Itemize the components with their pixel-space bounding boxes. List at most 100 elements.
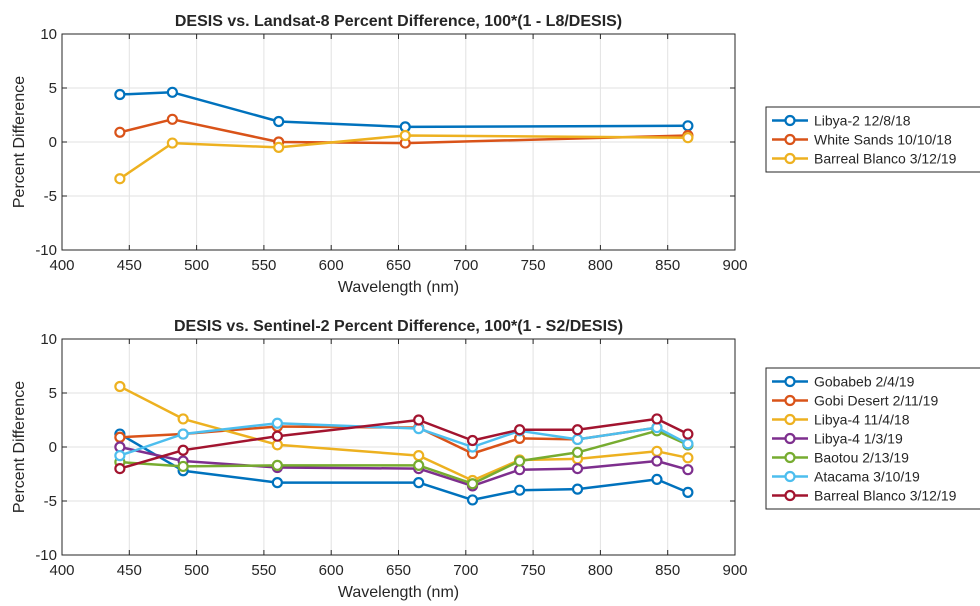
legend-label: Atacama 3/10/19 <box>814 469 920 485</box>
x-tick-label: 850 <box>655 562 680 579</box>
data-point <box>114 380 126 393</box>
data-point <box>514 484 526 496</box>
legend-item: Libya-4 1/3/19 <box>772 431 903 447</box>
data-point <box>514 455 526 467</box>
data-point <box>682 464 694 476</box>
data-point <box>177 413 189 425</box>
data-point <box>571 463 584 475</box>
data-point <box>651 445 663 457</box>
legend-marker <box>784 451 796 464</box>
data-point <box>682 120 694 132</box>
data-point <box>682 438 694 450</box>
data-point <box>271 459 283 471</box>
data-point <box>114 126 126 138</box>
y-tick-label: -5 <box>44 188 57 205</box>
data-point <box>271 477 283 489</box>
legend-item: Barreal Blanco 3/12/19 <box>772 151 957 167</box>
legend-marker <box>784 152 796 165</box>
x-tick-label: 600 <box>319 562 344 579</box>
data-point <box>682 428 694 440</box>
legend-item: Baotou 2/13/19 <box>772 450 909 466</box>
data-point <box>177 428 189 440</box>
x-tick-label: 750 <box>521 562 546 579</box>
y-tick-label: 5 <box>49 385 57 402</box>
x-tick-label: 500 <box>184 257 209 274</box>
legend-marker <box>784 432 796 445</box>
y-tick-label: -5 <box>44 493 57 510</box>
y-tick-label: 0 <box>49 134 57 151</box>
data-point <box>271 417 283 429</box>
y-axis-label: Percent Difference <box>11 381 28 513</box>
x-tick-label: 550 <box>251 257 276 274</box>
legend-item: White Sands 10/10/18 <box>772 132 952 148</box>
legend-label: Barreal Blanco 3/12/19 <box>814 488 957 504</box>
legend-item: Atacama 3/10/19 <box>772 469 920 485</box>
x-tick-label: 650 <box>386 257 411 274</box>
data-point <box>166 86 178 98</box>
data-point <box>114 463 126 475</box>
data-point <box>682 132 694 144</box>
data-point <box>413 414 425 426</box>
x-axis-label: Wavelength (nm) <box>338 584 459 601</box>
y-tick-label: -10 <box>35 547 57 564</box>
data-point <box>651 413 663 425</box>
legend-item: Libya-4 11/4/18 <box>772 412 910 428</box>
data-point <box>571 446 584 458</box>
y-tick-label: 10 <box>40 26 57 43</box>
legend-marker <box>784 413 796 426</box>
legend-marker <box>784 489 796 502</box>
data-point <box>413 459 425 471</box>
data-point <box>651 455 663 467</box>
x-tick-label: 900 <box>722 257 747 274</box>
y-tick-label: -10 <box>35 242 57 259</box>
data-point <box>466 478 479 490</box>
legend-item: Gobabeb 2/4/19 <box>772 374 915 390</box>
legend-item: Libya-2 12/8/18 <box>772 113 911 129</box>
data-point <box>571 433 584 446</box>
x-tick-label: 500 <box>184 562 209 579</box>
x-tick-label: 450 <box>117 562 142 579</box>
data-point <box>413 450 425 462</box>
data-point <box>114 450 126 462</box>
x-tick-label: 750 <box>521 257 546 274</box>
x-tick-label: 700 <box>453 562 478 579</box>
legend-marker <box>784 114 796 127</box>
data-point <box>273 141 285 153</box>
chart-1: 400 450 500 550 600 650 700 750 800 850 900 -10 -5 0 5… <box>11 13 980 296</box>
legend-marker <box>784 470 796 483</box>
x-tick-label: 400 <box>49 257 74 274</box>
data-point <box>651 473 663 485</box>
legend-marker <box>784 133 796 146</box>
data-point <box>413 477 425 489</box>
legend-label: Gobi Desert 2/11/19 <box>814 393 938 409</box>
legend-label: Libya-4 11/4/18 <box>814 412 910 428</box>
x-tick-label: 800 <box>588 562 613 579</box>
legend-item: Barreal Blanco 3/12/19 <box>772 488 957 504</box>
legend-label: Libya-2 12/8/18 <box>814 113 911 129</box>
legend: Gobabeb 2/4/19 Gobi Desert 2/11/19 Libya-4… <box>765 367 980 510</box>
data-point <box>682 452 694 464</box>
data-point <box>114 431 126 443</box>
series-7 <box>114 413 694 475</box>
x-tick-label: 450 <box>117 257 142 274</box>
data-point <box>682 486 694 498</box>
x-tick-label: 850 <box>655 257 680 274</box>
x-tick-label: 700 <box>453 257 478 274</box>
y-axis-label: Percent Difference <box>11 76 28 208</box>
legend-marker <box>784 394 796 407</box>
data-point <box>273 115 285 128</box>
chart-title: DESIS vs. Sentinel-2 Percent Difference,… <box>174 318 623 335</box>
data-point <box>514 424 526 436</box>
x-tick-label: 400 <box>49 562 74 579</box>
legend-label: Baotou 2/13/19 <box>814 450 909 466</box>
x-axis-label: Wavelength (nm) <box>338 279 459 296</box>
x-tick-label: 600 <box>319 257 344 274</box>
legend-item: Gobi Desert 2/11/19 <box>772 393 938 409</box>
data-point <box>177 444 189 456</box>
legend-label: Gobabeb 2/4/19 <box>814 374 915 390</box>
x-tick-label: 800 <box>588 257 613 274</box>
data-point <box>177 460 189 473</box>
chart-2: 400 450 500 550 600 650 700 750 800 850 900 -10 -5 0 5… <box>11 318 980 601</box>
data-point <box>166 113 178 125</box>
